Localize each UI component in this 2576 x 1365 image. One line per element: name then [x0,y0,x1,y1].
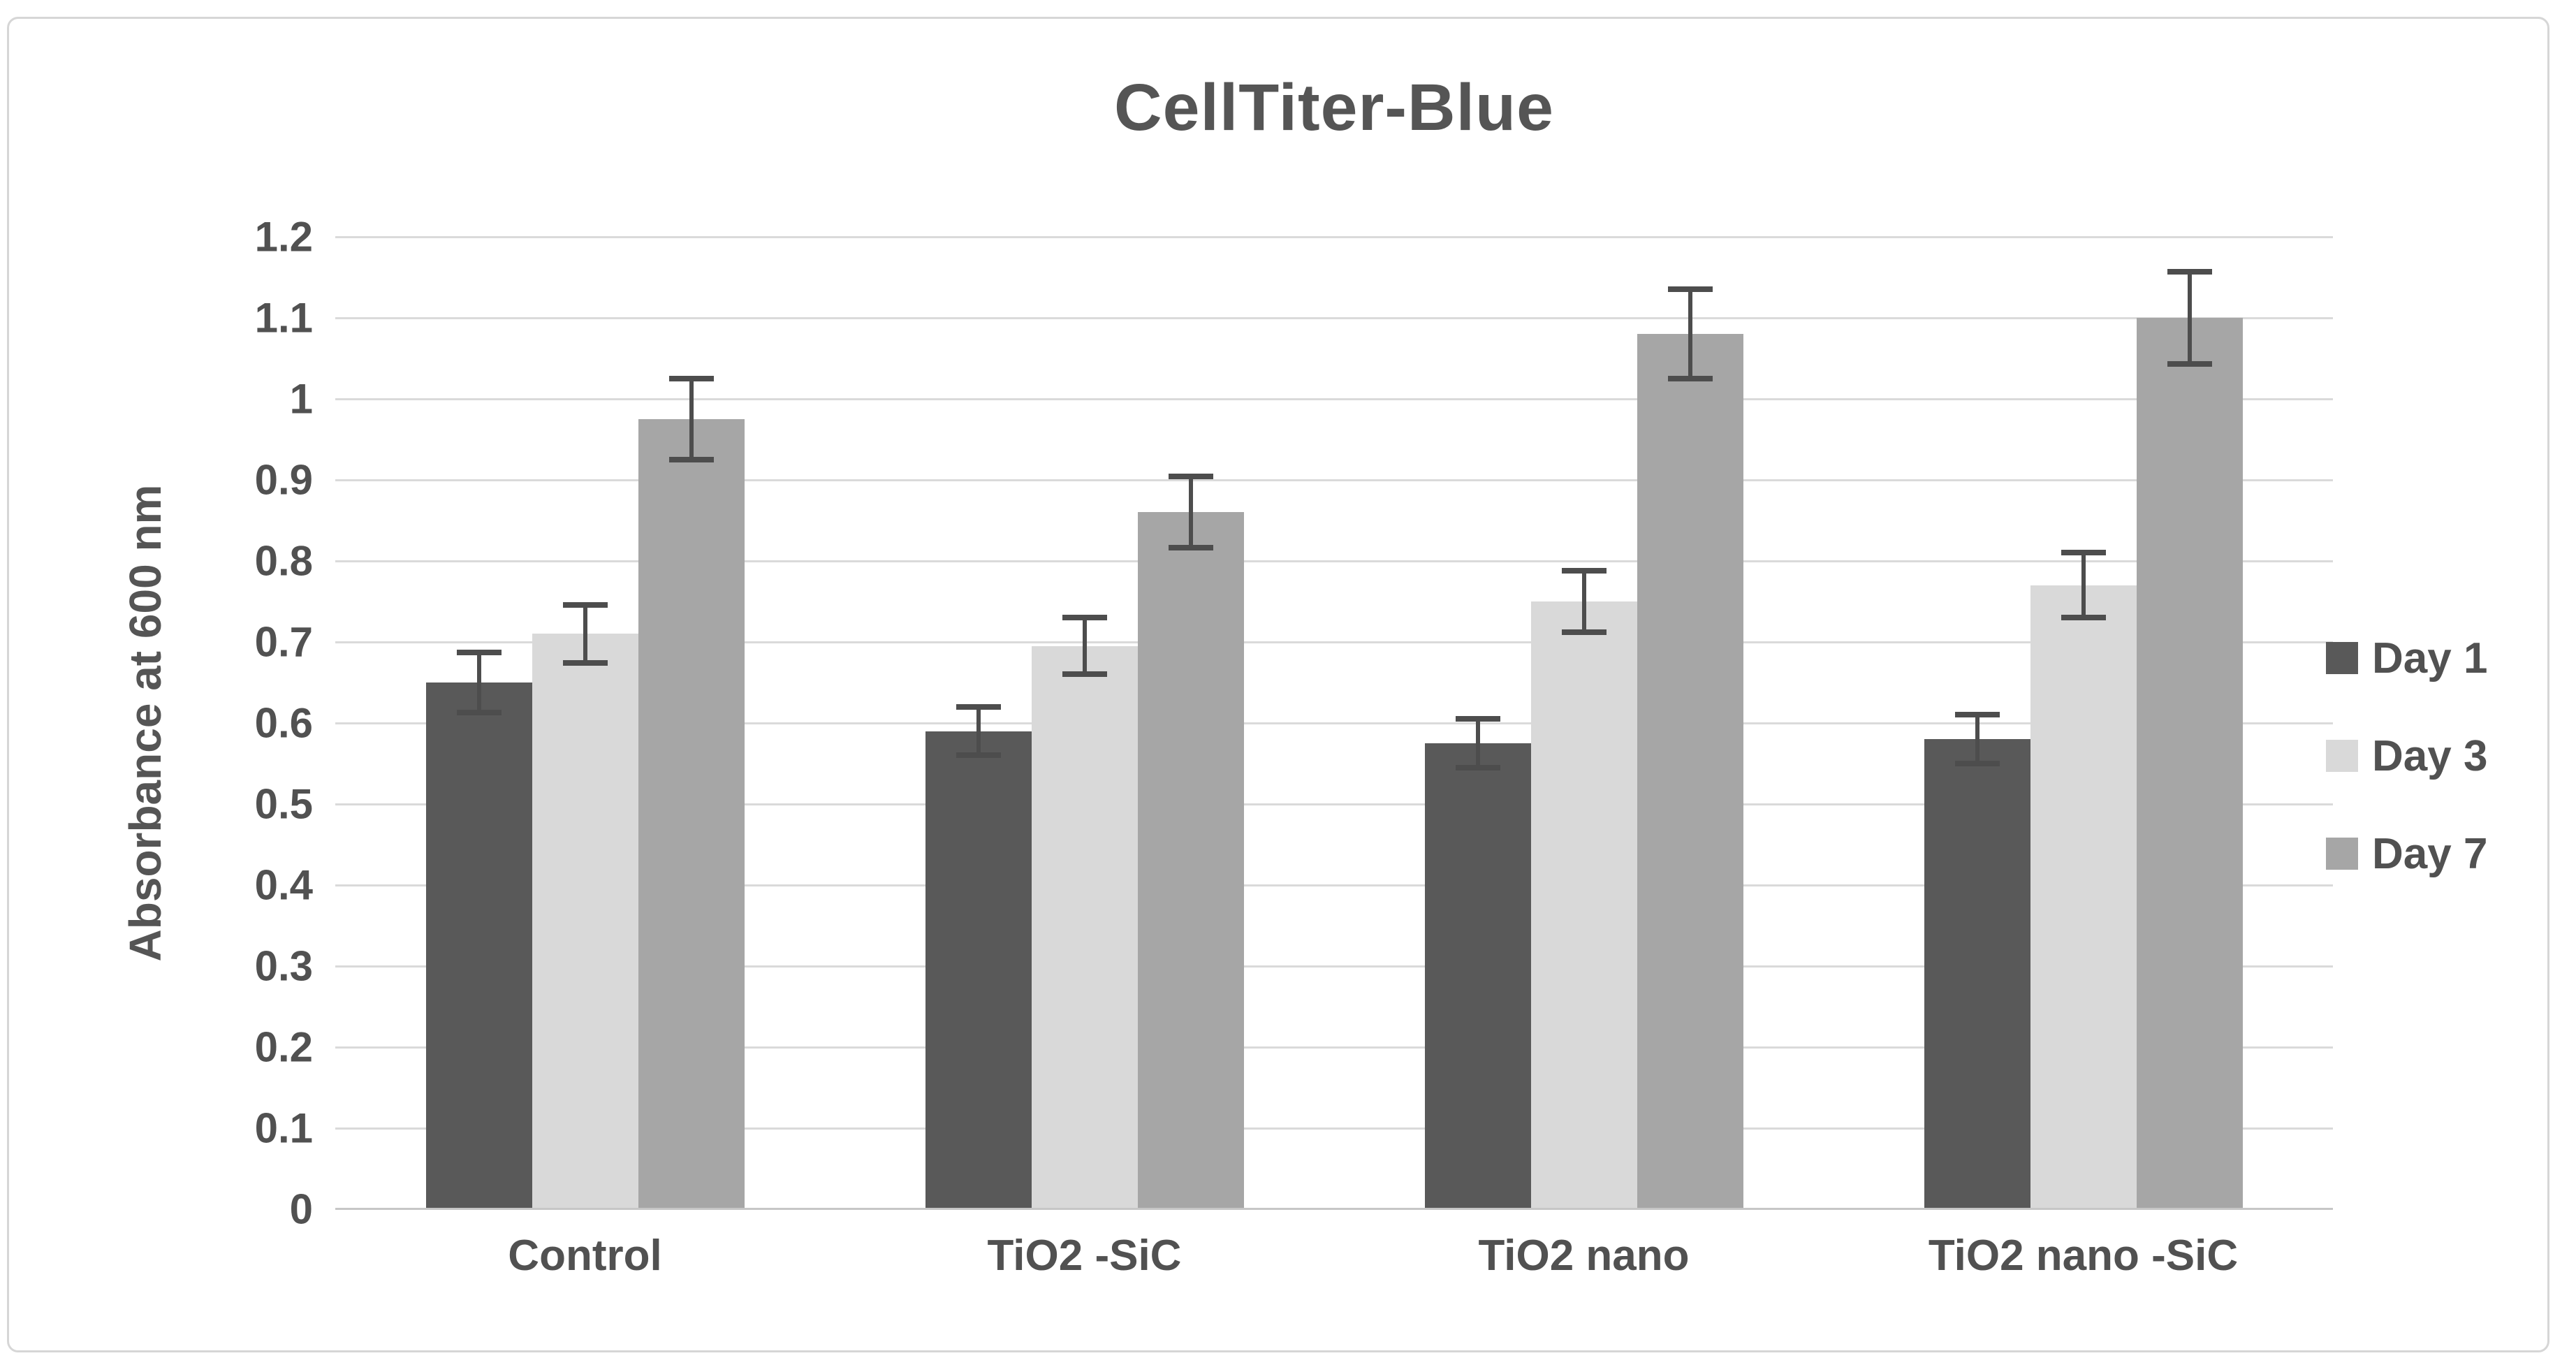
bar-day-1-tio2-sic [925,731,1032,1208]
legend-item: Day 1 [2326,632,2487,684]
y-tick-label: 0.8 [254,537,313,585]
error-bar-line [1188,476,1193,548]
y-tick-label: 0.5 [254,780,313,828]
plot-area [335,236,2333,1210]
legend: Day 1 Day 3 Day 7 [2326,632,2487,879]
gridline [335,236,2333,238]
error-bar-cap-bottom [956,752,1001,759]
error-bar-line [1082,618,1087,675]
legend-item: Day 3 [2326,730,2487,782]
error-bar-line [583,604,587,664]
error-bar-cap-top [1561,567,1607,574]
error-bar-cap-top [562,601,608,608]
bar-day-1-tio2-nano-sic [1924,739,2030,1208]
x-category-label: TiO2 nano [1478,1232,1690,1280]
error-bar-cap-bottom [1667,376,1713,381]
bar-day-7-control [638,419,745,1208]
legend-label: Day 3 [2372,731,2488,780]
gridline [335,317,2333,319]
error-bar-line [1475,719,1480,768]
bar-day-7-tio2-nano-sic [2136,318,2243,1208]
x-category-label: Control [508,1232,662,1280]
error-bar-cap-top [1455,716,1500,722]
legend-item: Day 7 [2326,828,2487,879]
error-bar-cap-bottom [456,709,502,715]
error-bar-cap-top [956,703,1001,710]
bar-day-1-control [425,682,532,1208]
legend-swatch-icon [2326,642,2358,674]
legend-swatch-icon [2326,838,2358,870]
error-bar-line [2187,271,2192,365]
y-tick-label: 0.1 [254,1104,313,1152]
gridline [335,1127,2333,1130]
bar-day-3-tio2-nano [1530,601,1637,1208]
error-bar-line [476,652,481,713]
legend-swatch-icon [2326,740,2358,772]
error-bar-cap-top [1062,615,1107,621]
error-bar-line [689,379,694,460]
legend-label: Day 7 [2372,829,2488,878]
error-bar-cap-bottom [1954,761,2000,766]
x-category-label: TiO2 nano -SiC [1928,1232,2239,1280]
error-bar-cap-top [1667,286,1713,293]
y-tick-label: 1 [289,375,313,423]
error-bar-line [2081,553,2086,618]
error-bar-cap-top [2061,550,2106,556]
error-bar-line [1975,715,1979,764]
y-tick-label: 0.4 [254,861,313,909]
bar-day-1-tio2-nano [1424,743,1531,1208]
error-bar-line [1581,570,1586,633]
legend-label: Day 1 [2372,634,2488,682]
gridline [335,1046,2333,1049]
error-bar-cap-bottom [562,660,608,666]
bar-day-3-tio2-sic [1031,645,1138,1208]
gridline [335,803,2333,805]
error-bar-cap-bottom [2061,615,2106,621]
y-tick-label: 0.9 [254,456,313,504]
y-tick-label: 0 [289,1185,313,1233]
error-bar-cap-bottom [1561,629,1607,636]
bar-day-7-tio2-nano [1637,334,1743,1208]
error-bar-cap-top [2167,268,2212,275]
y-tick-label: 1.2 [254,213,313,261]
y-tick-label: 0.6 [254,699,313,747]
bar-day-7-tio2-sic [1137,512,1244,1208]
x-axis-line [335,1208,2333,1210]
y-tick-label: 0.7 [254,618,313,666]
error-bar-cap-bottom [1168,545,1213,551]
y-tick-label: 0.2 [254,1023,313,1071]
error-bar-cap-top [456,650,502,656]
error-bar-cap-bottom [1062,671,1107,678]
y-axis-title: Absorbance at 600 nm [120,484,170,962]
error-bar-cap-top [1954,712,2000,718]
x-category-label: TiO2 -SiC [987,1232,1182,1280]
y-tick-label: 1.1 [254,294,313,342]
chart-title: CellTiter-Blue [1114,71,1554,145]
bar-day-3-tio2-nano-sic [2030,585,2137,1208]
y-tick-label: 0.3 [254,942,313,990]
gridline [335,398,2333,400]
gridline [335,641,2333,643]
error-bar-cap-bottom [2167,361,2212,367]
error-bar-cap-bottom [1455,764,1500,771]
bar-day-3-control [532,634,638,1208]
error-bar-cap-top [668,376,714,381]
gridline [335,965,2333,968]
gridline [335,479,2333,481]
error-bar-line [976,706,981,756]
error-bar-line [1688,289,1692,379]
error-bar-cap-top [1168,474,1213,480]
gridline [335,560,2333,562]
error-bar-cap-bottom [668,457,714,462]
gridline [335,884,2333,886]
gridline [335,722,2333,724]
